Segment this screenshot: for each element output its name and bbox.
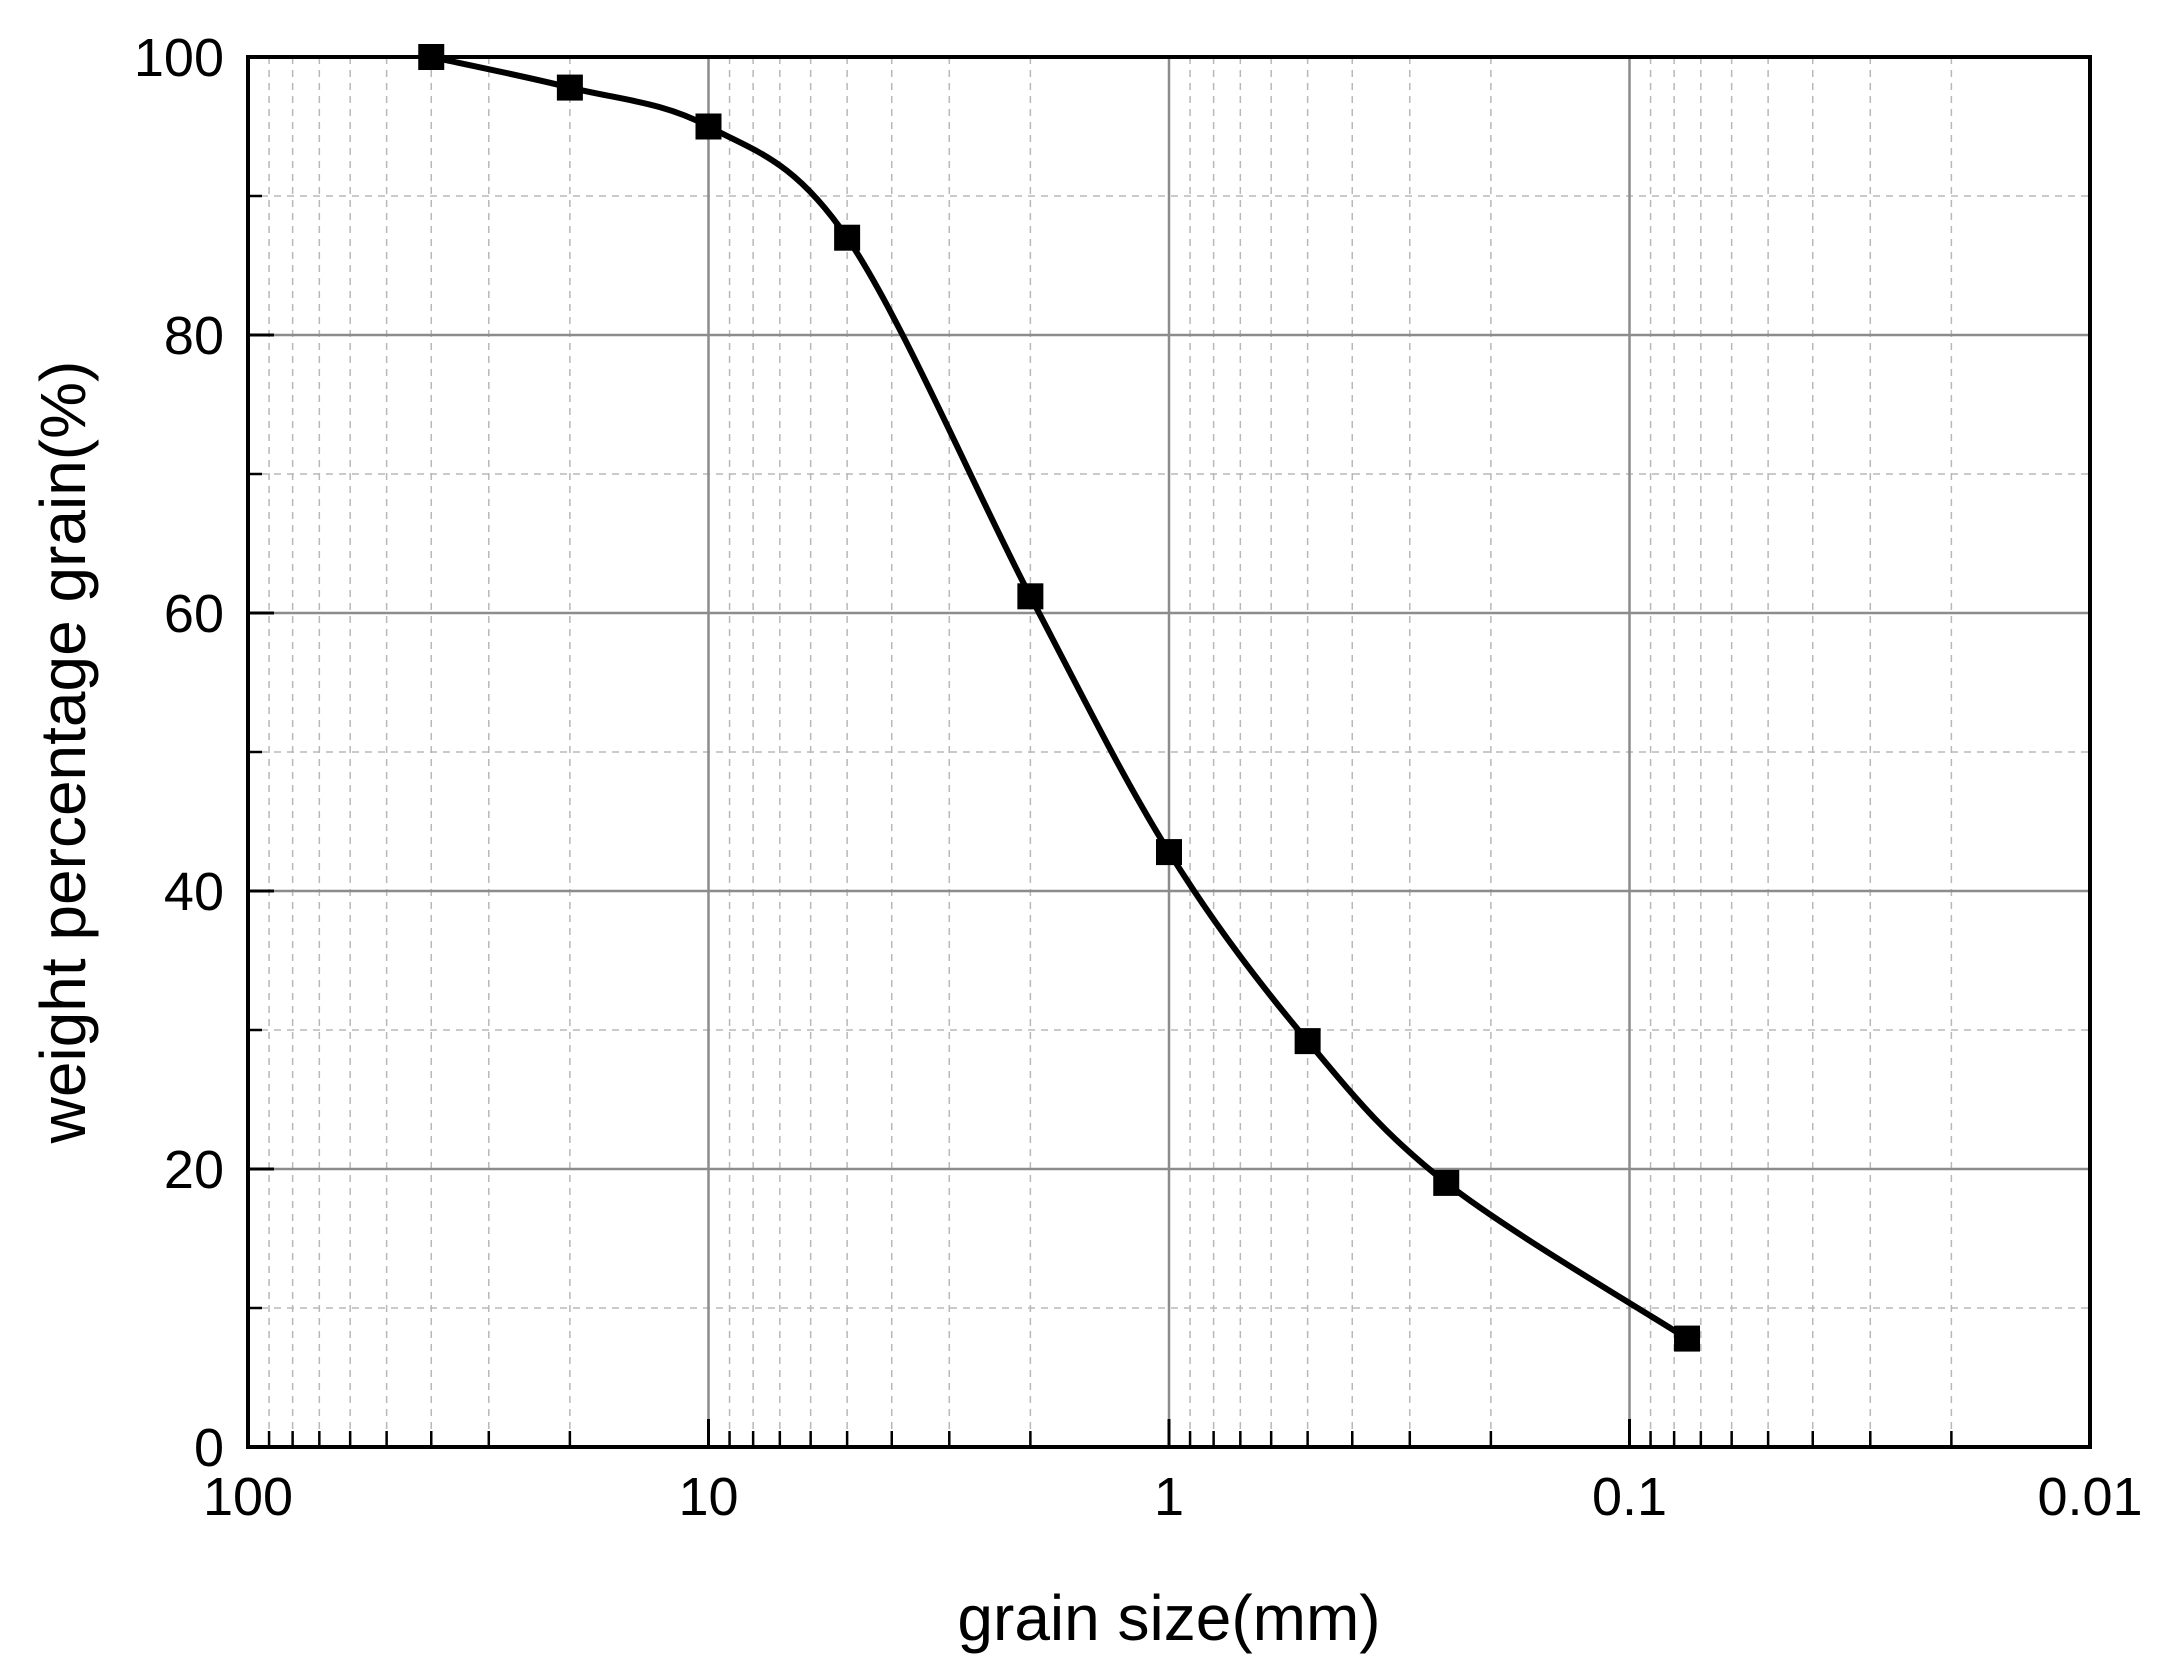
data-point-marker (1156, 839, 1182, 866)
data-point-marker (1433, 1169, 1460, 1196)
y-tick-label: 40 (164, 862, 224, 922)
y-tick-label: 80 (164, 306, 224, 366)
x-tick-label: 0.1 (1592, 1467, 1667, 1527)
data-point-marker (695, 113, 722, 140)
data-point-marker (1674, 1325, 1701, 1352)
y-tick-label: 60 (164, 584, 224, 644)
x-tick-label: 1 (1154, 1467, 1184, 1527)
x-tick-labels: 100 10 1 0.1 0.01 (203, 1467, 2143, 1527)
x-tick-label: 0.01 (2037, 1467, 2142, 1527)
y-tick-label: 100 (134, 28, 224, 88)
y-axis-title: weight percentage grain(%) (27, 361, 99, 1145)
minor-grid (248, 57, 2090, 1447)
x-axis-title: grain size(mm) (957, 1582, 1380, 1654)
y-tick-label: 20 (164, 1140, 224, 1200)
data-point-marker (1294, 1028, 1321, 1055)
y-tick-label: 0 (194, 1418, 224, 1478)
data-point-marker (834, 224, 861, 251)
data-point-marker (556, 74, 583, 101)
series-line (430, 54, 1689, 1342)
x-tick-label: 10 (678, 1467, 738, 1527)
data-point-marker (1017, 583, 1044, 610)
y-tick-labels: 0 20 40 60 80 100 (134, 28, 224, 1478)
plot-frame (246, 55, 2092, 1449)
series-layer (418, 44, 1701, 1352)
x-tick-label: 100 (203, 1467, 293, 1527)
